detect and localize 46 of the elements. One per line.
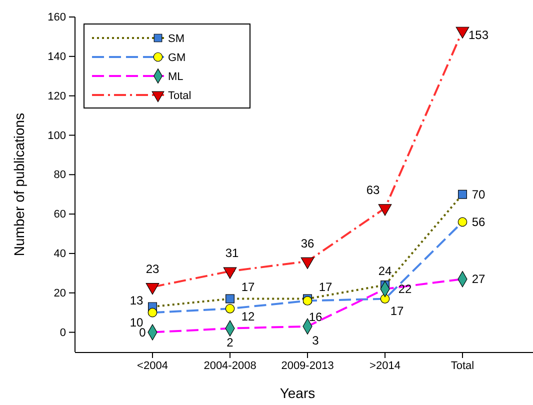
data-label: 56 xyxy=(472,214,486,229)
data-label: 12 xyxy=(241,310,255,324)
y-axis-title: Number of publications xyxy=(11,112,27,256)
point xyxy=(456,26,470,38)
data-label: 17 xyxy=(241,280,255,294)
x-axis-title: Years xyxy=(280,385,316,401)
data-label: 16 xyxy=(308,310,322,324)
point xyxy=(300,257,314,269)
data-label: 27 xyxy=(472,272,486,286)
data-label: 31 xyxy=(225,246,239,260)
data-label: 23 xyxy=(146,262,160,276)
y-tick-label: 40 xyxy=(54,248,66,260)
point xyxy=(148,308,158,318)
y-tick-label: 60 xyxy=(54,208,66,221)
point xyxy=(378,204,392,216)
legend-label: ML xyxy=(168,71,184,83)
point xyxy=(226,294,234,304)
data-label: 3 xyxy=(312,333,320,348)
y-tick-label: 20 xyxy=(54,287,66,300)
legend-label: GM xyxy=(168,52,186,64)
data-label: 13 xyxy=(130,294,144,308)
legend-label: SM xyxy=(168,33,184,45)
data-label: 153 xyxy=(468,28,489,42)
y-tick-label: 0 xyxy=(60,326,66,339)
y-tick-label: 120 xyxy=(48,90,66,102)
data-label: 63 xyxy=(366,183,380,198)
data-label: 2 xyxy=(226,335,234,350)
data-label: 24 xyxy=(378,264,392,278)
y-tick-label: 80 xyxy=(54,169,66,182)
data-label: 36 xyxy=(300,236,314,250)
point xyxy=(458,190,467,199)
data-label: 17 xyxy=(390,304,404,318)
legend-label: Total xyxy=(168,90,192,102)
x-tick-label: >2014 xyxy=(370,360,400,372)
point xyxy=(458,217,468,227)
y-tick-label: 140 xyxy=(48,50,66,63)
point xyxy=(380,294,390,304)
x-tick-label: <2004 xyxy=(137,360,168,372)
y-tick-label: 160 xyxy=(48,12,66,24)
x-tick-label: Total xyxy=(450,360,474,372)
x-tick-label: 2009-2013 xyxy=(281,360,334,372)
y-tick-label: 100 xyxy=(48,130,66,142)
point xyxy=(225,304,235,314)
x-tick-label: 2004-2008 xyxy=(204,360,256,372)
data-label: 70 xyxy=(472,187,486,202)
data-label: 17 xyxy=(318,280,332,294)
